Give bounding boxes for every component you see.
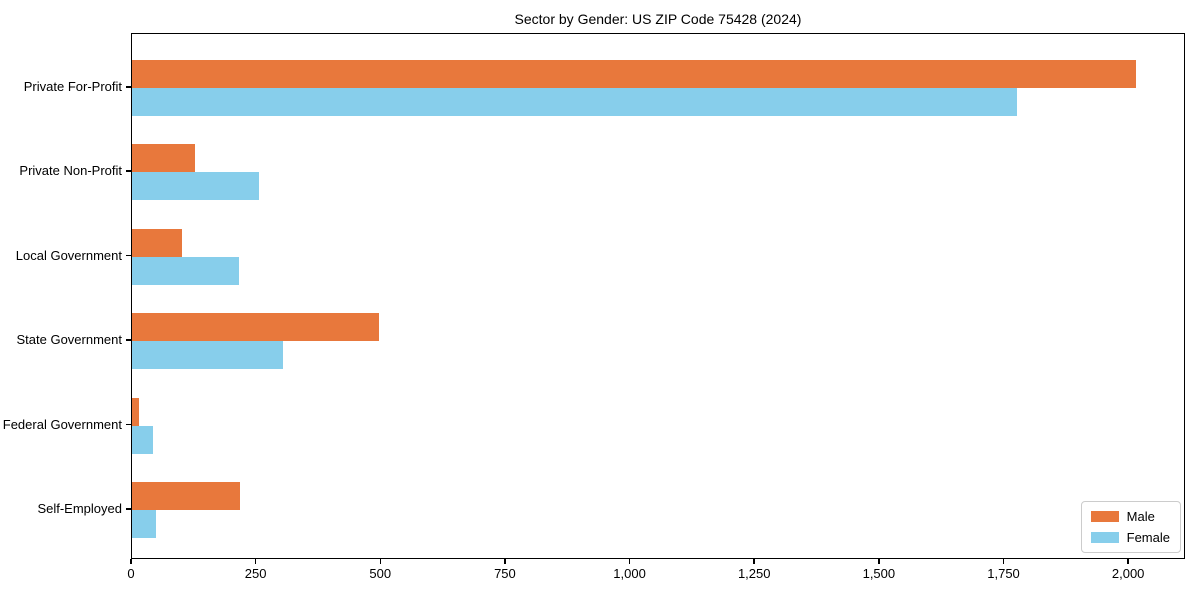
xtick-mark (130, 559, 132, 564)
female-series-swatch (1090, 532, 1119, 543)
ytick-label-local-government: Local Government (15, 247, 122, 263)
xtick-label-0: 0 (127, 566, 135, 581)
xtick-label-2000: 2,000 (1111, 566, 1145, 581)
ytick-mark (126, 508, 131, 510)
legend-item-male: Male (1090, 509, 1170, 524)
bar-female-self-employed (132, 510, 156, 538)
xtick-mark (1127, 559, 1129, 564)
ytick-label-state-government: State Government (16, 332, 123, 348)
xtick-mark (254, 559, 257, 564)
xtick-label-1750: 1,750 (987, 566, 1020, 581)
xtick-mark (1002, 559, 1005, 564)
xtick-label-750: 750 (494, 566, 516, 581)
bar-male-federal-government (132, 397, 140, 426)
bar-female-state-government (132, 341, 284, 370)
bar-male-private-for-profit (132, 60, 1136, 88)
legend-label-male: Male (1126, 509, 1155, 524)
bar-female-private-non-profit (132, 172, 260, 201)
ytick-mark (126, 86, 131, 88)
bar-male-local-government (132, 228, 182, 257)
ytick-label-private-non-profit: Private Non-Profit (19, 163, 122, 179)
xtick-label-500: 500 (369, 566, 392, 581)
xtick-mark (628, 559, 631, 564)
bar-male-private-non-profit (132, 144, 195, 173)
xtick-label-250: 250 (244, 566, 267, 581)
ytick-mark (126, 339, 131, 341)
chart-title: Sector by Gender: US ZIP Code 75428 (202… (514, 11, 802, 27)
xtick-mark (878, 559, 880, 564)
male-series-swatch (1090, 511, 1119, 522)
ytick-mark (126, 170, 131, 172)
legend-label-female: Female (1126, 530, 1170, 545)
xtick-mark (379, 559, 382, 564)
xtick-mark (504, 559, 506, 564)
plot-area (131, 33, 1185, 559)
bar-female-federal-government (132, 425, 153, 454)
ytick-mark (126, 423, 131, 426)
ytick-label-federal-government: Federal Government (2, 416, 122, 432)
ytick-label-private-for-profit: Private For-Profit (23, 79, 122, 94)
ytick-mark (126, 254, 131, 257)
bar-female-local-government (132, 256, 240, 285)
xtick-mark (753, 559, 755, 564)
ytick-label-self-employed: Self-Employed (37, 501, 122, 516)
legend: Male Female (1080, 501, 1181, 553)
xtick-label-1250: 1,250 (737, 566, 771, 581)
xtick-label-1000: 1,000 (613, 566, 646, 581)
legend-item-female: Female (1090, 530, 1170, 545)
bar-female-private-for-profit (132, 88, 1017, 116)
bar-male-self-employed (132, 482, 241, 510)
bar-male-state-government (132, 313, 379, 342)
xtick-label-1500: 1,500 (862, 566, 896, 581)
